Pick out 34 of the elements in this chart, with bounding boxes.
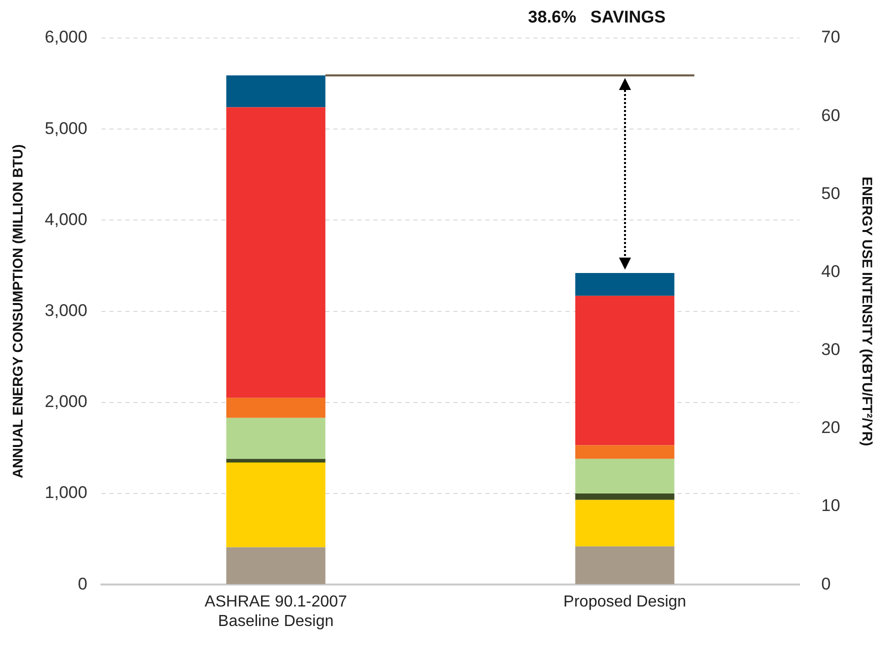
text: 38.6% SAVINGS: [528, 8, 666, 27]
y2-axis-title: ENERGY USE INTENSITY (KBTU/FT²/YR): [860, 176, 876, 446]
bar: [226, 547, 326, 584]
bar: [226, 462, 326, 548]
bar: [575, 500, 674, 546]
y2-tick-label: 30: [821, 340, 840, 360]
y2-tick-label: 70: [821, 28, 840, 47]
bar: [575, 445, 674, 459]
bar: [575, 494, 674, 500]
bar: [226, 418, 326, 459]
bar: [575, 273, 674, 296]
bar: [575, 458, 674, 494]
y-tick-label: 5,000: [44, 118, 88, 138]
y2-tick-label: 10: [821, 496, 840, 516]
bar: [575, 296, 674, 446]
y2-tick-label: 60: [821, 106, 840, 125]
bar: [575, 546, 674, 584]
y2-tick-label: 50: [821, 184, 840, 203]
y-tick-label: 4,000: [44, 210, 88, 229]
y-tick-label: 1,000: [44, 483, 88, 502]
bar: [226, 75, 326, 108]
y-tick-label: 2,000: [44, 392, 88, 412]
y2-tick-label: 20: [821, 418, 840, 438]
y-tick-label: 6,000: [44, 28, 88, 47]
y-tick-label: 0: [78, 574, 88, 594]
x-tick-label: Proposed Design: [563, 594, 686, 611]
y-tick-label: 3,000: [44, 300, 88, 320]
bar: [226, 398, 326, 418]
bar: [226, 107, 326, 398]
y2-tick-label: 0: [821, 574, 831, 594]
y2-tick-label: 40: [821, 262, 840, 281]
x-tick-label: ASHRAE 90.1-2007 Baseline Design: [204, 594, 348, 630]
y-axis-title: ANNUAL ENERGY CONSUMPTION (MILLION BTU): [9, 144, 26, 478]
bar: [226, 458, 326, 463]
